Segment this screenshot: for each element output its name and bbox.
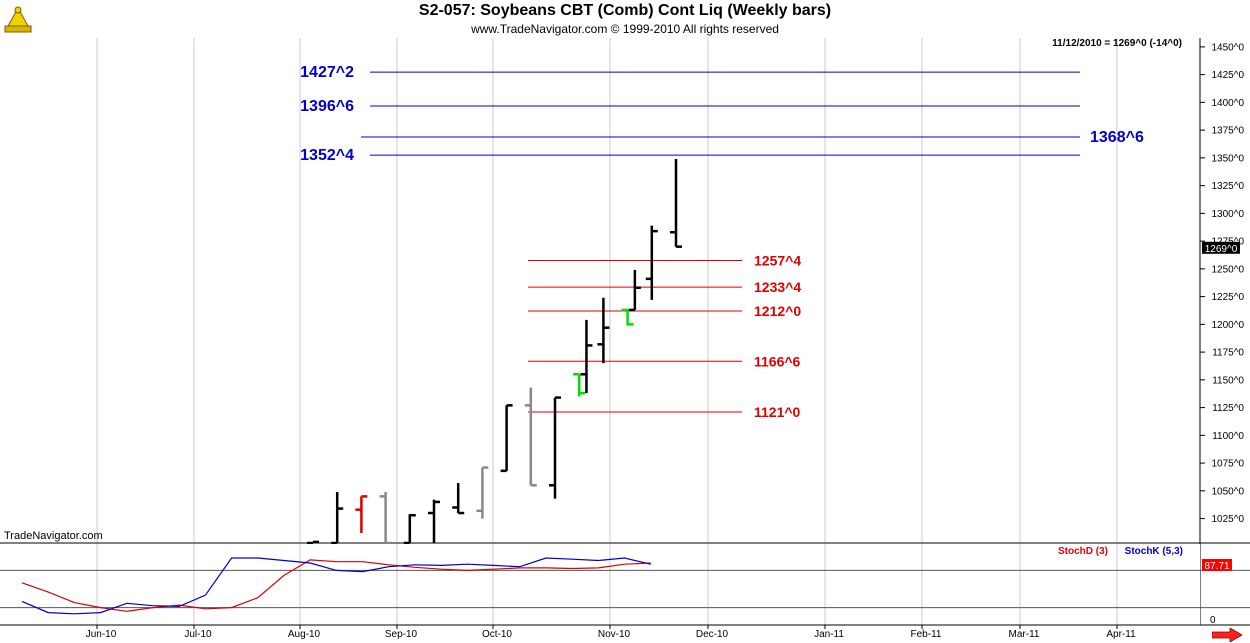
stoch-zero-label: 0	[1210, 615, 1216, 626]
y-tick-label: 1200^0	[1212, 320, 1245, 331]
level-label: 1212^0	[754, 303, 801, 319]
chart-subtitle: www.TradeNavigator.com © 1999-2010 All r…	[471, 22, 779, 36]
x-tick-label: Jun-10	[86, 629, 117, 640]
x-tick-label: Sep-10	[385, 629, 418, 640]
stoch-line	[21, 559, 651, 612]
legend-stochk: StochK (5,3)	[1125, 546, 1183, 557]
y-tick-label: 1425^0	[1212, 70, 1245, 81]
y-tick-label: 1350^0	[1212, 153, 1245, 164]
last-price-label: 1269^0	[1205, 244, 1238, 255]
stoch-last-label: 87.71	[1204, 561, 1229, 572]
y-tick-label: 1250^0	[1212, 264, 1245, 275]
legend-stochd: StochD (3)	[1058, 546, 1108, 557]
y-tick-label: 1175^0	[1212, 348, 1244, 359]
stochastic-background	[0, 544, 1200, 626]
level-label: 1427^2	[300, 64, 354, 81]
y-tick-label: 1375^0	[1212, 126, 1245, 137]
y-tick-label: 1450^0	[1212, 42, 1245, 53]
y-tick-label: 1075^0	[1212, 459, 1245, 470]
y-tick-label: 1300^0	[1212, 209, 1245, 220]
scroll-right-arrow-icon[interactable]	[1212, 628, 1242, 642]
level-label: 1396^6	[300, 98, 354, 115]
grid	[0, 38, 1250, 625]
price-bars	[307, 158, 682, 545]
price-plot-background	[0, 38, 1200, 543]
x-tick-label: Apr-11	[1106, 629, 1136, 640]
level-label: 1121^0	[754, 404, 801, 420]
x-tick-label: Oct-10	[482, 629, 512, 640]
x-tick-label: Feb-11	[911, 629, 942, 640]
stoch-last-box	[1202, 559, 1232, 571]
trade-navigator-logo-icon	[4, 6, 32, 33]
x-tick-label: Dec-10	[696, 629, 729, 640]
level-label: 1352^4	[300, 147, 354, 164]
y-tick-label: 1150^0	[1212, 375, 1244, 386]
y-tick-label: 1400^0	[1212, 98, 1245, 109]
watermark: TradeNavigator.com	[4, 530, 103, 542]
x-tick-label: Aug-10	[288, 629, 321, 640]
last-price-box	[1202, 241, 1240, 254]
x-tick-label: Mar-11	[1009, 629, 1040, 640]
level-label: 1368^6	[1090, 129, 1144, 146]
stoch-line	[21, 557, 651, 615]
date-axis: Jun-10 Jul-10 Aug-10 Sep-10 Oct-10 Nov-10 Dec-…	[86, 625, 1136, 640]
chart-title: S2-057: Soybeans CBT (Comb) Cont Liq (We…	[418, 2, 832, 19]
y-tick-label: 1025^0	[1212, 514, 1245, 525]
y-tick-label: 1225^0	[1212, 292, 1245, 303]
stochastic-panel: StochD (3) StochK (5,3) 87.71 0	[0, 544, 1250, 626]
y-tick-label: 1125^0	[1212, 403, 1244, 414]
level-lines: 1427^2 1396^6 1368^6 1352^4 1257^4 1233^4 1212…	[300, 64, 1144, 420]
x-tick-label: Jan-11	[814, 629, 844, 640]
level-label: 1233^4	[754, 279, 801, 295]
y-tick-label: 1100^0	[1212, 431, 1244, 442]
y-tick-label: 1050^0	[1212, 486, 1245, 497]
x-tick-label: Nov-10	[598, 629, 631, 640]
price-axis: 1450^0 1425^0 1400^0 1375^0 1350^0 1325^0 1300…	[1200, 42, 1244, 525]
chart-header: S2-057: Soybeans CBT (Comb) Cont Liq (We…	[0, 0, 1250, 38]
x-tick-label: Jul-10	[184, 629, 212, 640]
y-tick-label: 1325^0	[1212, 181, 1245, 192]
info-readout: 11/12/2010 = 1269^0 (-14^0)	[1052, 38, 1182, 49]
level-label: 1166^6	[754, 353, 801, 369]
level-label: 1257^4	[754, 253, 801, 269]
